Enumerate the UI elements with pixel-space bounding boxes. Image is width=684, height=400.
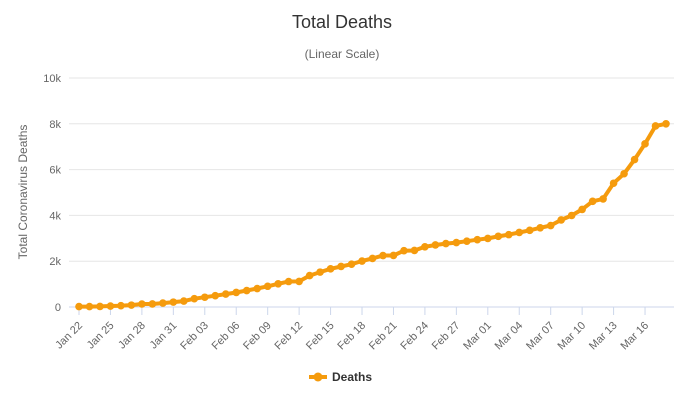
data-point[interactable] [662,120,670,128]
legend[interactable]: Deaths [309,370,372,384]
x-tick-label: Mar 01 [461,320,494,353]
data-point[interactable] [159,299,167,307]
data-point[interactable] [630,155,639,164]
data-point[interactable] [588,197,597,206]
x-tick-label: Jan 31 [148,320,180,352]
data-point[interactable] [494,232,503,241]
data-point[interactable] [347,260,356,269]
data-point[interactable] [295,277,303,286]
y-tick-label: 4k [49,210,61,222]
data-point[interactable] [442,239,450,248]
data-point[interactable] [651,122,660,130]
data-point[interactable] [452,238,461,247]
legend-marker-symbol [313,372,323,382]
data-point[interactable] [410,246,419,255]
x-tick-label: Jan 28 [116,320,148,352]
series-deaths [75,120,670,311]
x-tick-label: Feb 27 [430,320,463,353]
y-tick-label: 6k [49,165,61,177]
data-point[interactable] [484,234,492,243]
data-point[interactable] [169,298,178,306]
x-tick-label: Feb 12 [273,320,306,353]
data-point[interactable] [557,216,565,224]
gridlines [69,77,674,308]
data-point[interactable] [316,268,324,276]
data-point[interactable] [504,230,513,239]
data-point[interactable] [525,226,534,235]
data-point[interactable] [609,179,618,188]
data-point[interactable] [274,280,282,288]
data-point[interactable] [180,297,188,305]
y-tick-label: 0 [55,302,61,314]
data-point[interactable] [148,300,157,308]
data-point[interactable] [200,293,209,302]
data-point[interactable] [106,302,115,310]
x-tick-label: Feb 03 [178,320,211,353]
data-point[interactable] [463,237,471,246]
x-tick-label: Mar 16 [618,320,651,353]
chart-title: Total Deaths [291,12,393,32]
x-tick-label: Feb 09 [241,320,274,353]
x-tick-label: Feb 06 [210,320,243,353]
data-point[interactable] [641,140,649,148]
data-point[interactable] [431,241,440,249]
data-point[interactable] [379,251,387,260]
data-point[interactable] [75,302,83,311]
x-tick-label: Feb 18 [335,320,368,353]
data-point[interactable] [536,223,545,232]
x-tick-label: Mar 07 [524,320,557,353]
x-tick-label: Jan 22 [53,320,85,352]
data-point[interactable] [389,251,398,260]
data-point[interactable] [127,301,136,309]
x-tick-label: Feb 21 [367,320,400,353]
x-tick-label: Feb 24 [398,320,431,353]
y-tick-label: 2k [49,256,61,268]
data-point[interactable] [117,301,125,310]
data-point[interactable] [221,290,230,298]
data-point[interactable] [546,221,555,230]
data-point[interactable] [400,246,408,255]
y-tick-label: 8k [49,119,61,131]
x-tick-label: Jan 25 [85,320,117,352]
data-point[interactable] [599,195,607,203]
data-point[interactable] [242,286,251,295]
data-point[interactable] [421,242,429,251]
y-axis-ticks: 0 2k 4k 6k 8k 10k [43,73,61,314]
y-axis-title: Total Coronavirus Deaths [16,125,30,260]
data-point[interactable] [96,302,104,311]
data-point[interactable] [515,228,524,237]
data-point[interactable] [253,284,261,293]
data-point[interactable] [326,265,335,273]
data-point[interactable] [620,169,628,178]
chart-subtitle: (Linear Scale) [304,47,380,61]
data-point[interactable] [85,302,94,311]
data-point[interactable] [305,271,314,280]
legend-label-deaths[interactable]: Deaths [332,370,372,384]
data-point[interactable] [284,277,293,286]
data-point[interactable] [232,288,241,297]
data-point[interactable] [473,235,482,244]
x-tick-label: Mar 13 [587,320,620,353]
data-point[interactable] [368,254,377,263]
data-point[interactable] [190,294,199,303]
x-tick-label: Mar 10 [556,320,589,353]
x-tick-label: Mar 04 [493,320,526,353]
data-point[interactable] [358,257,366,265]
data-point[interactable] [138,300,146,308]
data-point[interactable] [211,291,220,300]
data-point[interactable] [567,211,576,220]
data-point[interactable] [263,282,272,291]
data-point[interactable] [578,205,586,214]
x-tick-label: Feb 15 [304,320,337,353]
data-point[interactable] [337,262,345,271]
y-tick-label: 10k [43,73,61,85]
